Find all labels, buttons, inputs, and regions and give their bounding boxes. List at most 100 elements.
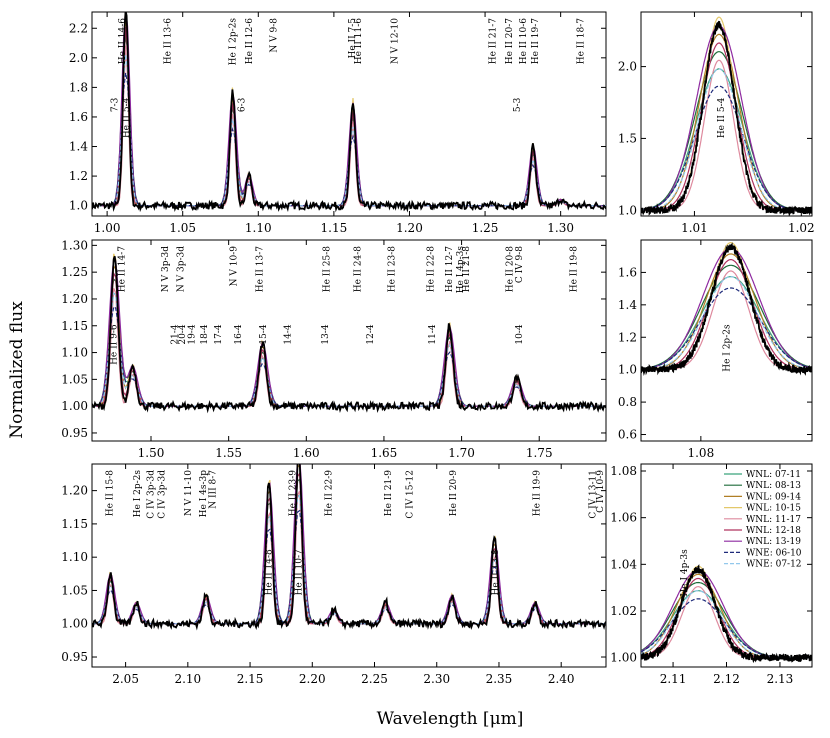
series-group [641, 564, 812, 664]
series-wnl-09-14 [92, 464, 606, 625]
x-tick-label: 1.08 [687, 446, 714, 460]
x-tick-label: 1.15 [321, 221, 348, 235]
y-tick-label: 1.30 [61, 238, 88, 252]
line-label: C IV 9-8 [515, 246, 525, 283]
series-wnl-07-11 [92, 291, 606, 407]
y-tick-label: 1.6 [69, 110, 88, 124]
series-group [92, 12, 606, 213]
line-label: He II 10-6 [519, 18, 529, 65]
x-tick-label: 2.35 [486, 672, 513, 686]
line-label: He I 2p-2s [229, 18, 239, 66]
line-label: He II 9-6 [110, 324, 120, 365]
line-label: C IV 13-11 [588, 470, 598, 519]
x-tick-label: 1.55 [215, 446, 242, 460]
y-tick-label: 1.04 [610, 557, 637, 571]
panel-p3: 2.05 2.10 2.15 2.20 2.25 2.30 2.35 2.40 0.95 1.00… [61, 463, 607, 686]
line-label: 17-4 [214, 324, 224, 344]
x-tick-label: 2.20 [299, 672, 326, 686]
line-labels: He II 5-4 [717, 97, 727, 138]
series-wnl-07-11 [641, 68, 812, 211]
y-tick-label: 1.2 [618, 330, 637, 344]
y-tick-label: 1.8 [69, 80, 88, 94]
x-tick-label: 1.30 [547, 221, 574, 235]
x-tick-label: 2.13 [767, 672, 794, 686]
line-label: He II 5-4 [122, 97, 132, 138]
line-label: He II 13-7 [256, 246, 266, 293]
y-axis-title: Normalized flux [7, 301, 27, 439]
series-wne-07-12 [92, 291, 606, 407]
line-label: He II 23-8 [388, 246, 398, 293]
series-wnl-08-13 [92, 277, 606, 407]
series-wnl-11-17 [92, 287, 606, 407]
y-tick-label: 1.10 [61, 550, 88, 564]
line-label: 5-3 [513, 97, 523, 112]
line-labels: He II 14-7 N V 3p-3d N V 3p-3d N V 10-9 He I… [110, 246, 580, 365]
series-wne-06-10 [92, 509, 606, 625]
line-label: 21-4 [170, 324, 180, 344]
line-label: He II 12-7 [445, 246, 455, 293]
x-tick-label: 2.15 [237, 672, 264, 686]
observed-spectrum [92, 256, 606, 414]
series-group [641, 16, 812, 216]
observed-spectrum [92, 464, 606, 631]
line-label: He II 14-8 [265, 549, 275, 596]
legend-label: WNL: 09-14 [746, 492, 801, 502]
series-wne-06-10 [92, 305, 606, 407]
x-tick-label: 2.05 [112, 672, 139, 686]
line-label: 13-4 [321, 324, 331, 344]
line-label: He II 21-8 [462, 246, 472, 293]
legend-label: WNL: 10-15 [746, 504, 801, 514]
line-labels: He I 2p-2s [723, 324, 733, 372]
x-tick-label: 1.25 [472, 221, 499, 235]
series-wne-06-10 [641, 287, 812, 370]
line-labels: He I 4p-3s [680, 549, 690, 597]
observed-spectrum [92, 12, 606, 213]
series-group [641, 242, 812, 377]
line-label: He II 15-8 [105, 470, 115, 517]
line-label: He II 13-6 [164, 18, 174, 65]
y-tick-label: 2.2 [69, 21, 88, 35]
y-tick-label: 1.02 [610, 604, 637, 618]
series-wnl-08-13 [92, 478, 606, 625]
line-label: He II 10-7 [295, 549, 305, 596]
y-tick-label: 1.05 [61, 372, 88, 386]
x-tick-label: 1.70 [448, 446, 475, 460]
panel-p3z: 2.11 2.12 2.13 1.00 1.02 1.04 1.06 1.08 He I 4p-… [610, 463, 813, 686]
line-label: N V 3p-3d [161, 246, 171, 292]
panel-frame [91, 463, 607, 668]
line-label: C IV 3p-3d [158, 470, 168, 519]
y-tick-label: 1.08 [610, 464, 637, 478]
legend-label: WNL: 07-11 [746, 470, 801, 480]
y-tick-label: 1.06 [610, 511, 637, 525]
y-tick-label: 1.0 [618, 363, 637, 377]
legend-label: WNL: 08-13 [746, 481, 801, 491]
x-tick-label: 2.25 [361, 672, 388, 686]
line-label: N V 12-10 [390, 18, 400, 64]
line-label: He I 2p-2s [723, 324, 733, 372]
y-tick-label: 1.00 [610, 651, 637, 665]
line-label: He I 2p-2s [133, 470, 143, 518]
line-label: He II 25-8 [322, 246, 332, 293]
y-tick-label: 1.25 [61, 265, 88, 279]
series-group [92, 253, 606, 414]
line-label: He II 14-6 [118, 18, 128, 65]
line-label: C IV 10-9 [596, 470, 606, 513]
observed-spectrum [641, 242, 812, 377]
line-label: He II 11-6 [354, 18, 364, 65]
line-label: C IV 15-12 [405, 470, 415, 519]
line-label: 12-4 [366, 324, 376, 344]
y-tick-label: 0.95 [61, 650, 88, 664]
line-label: N V 9-8 [269, 18, 279, 53]
line-label: 16-4 [234, 324, 244, 344]
observed-spectrum [641, 564, 812, 664]
panel-frame [91, 11, 607, 217]
y-tick-label: 0.8 [618, 395, 637, 409]
line-label: 10-4 [515, 324, 525, 344]
x-tick-label: 1.75 [526, 446, 553, 460]
x-tick-label: 1.01 [681, 221, 708, 235]
x-tick-label: 1.10 [245, 221, 272, 235]
x-tick-label: 1.50 [138, 446, 165, 460]
line-label: He II 5-4 [717, 97, 727, 138]
x-tick-label: 2.30 [423, 672, 450, 686]
